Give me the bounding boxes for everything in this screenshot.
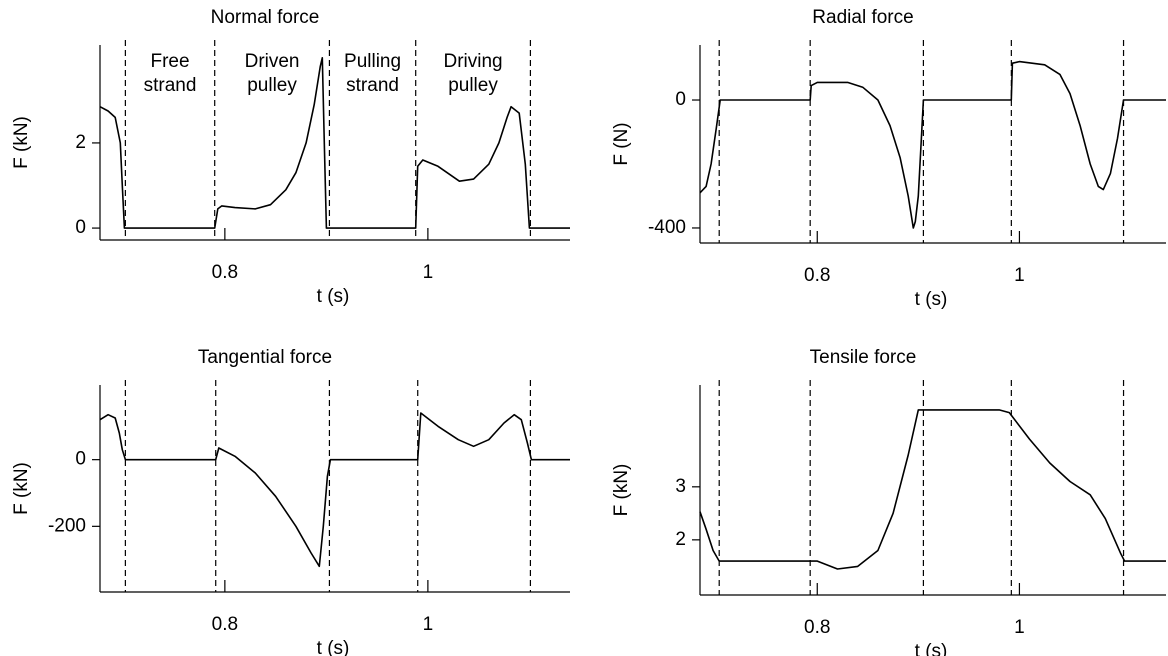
phase-label: Driving pulley bbox=[443, 51, 503, 96]
x-axis-label: t (s) bbox=[915, 289, 948, 310]
y-axis-label: F (kN) bbox=[11, 116, 32, 169]
x-axis-label: t (s) bbox=[915, 641, 948, 656]
phase-label: Pulling strand bbox=[344, 51, 402, 96]
x-tick-label: 0.8 bbox=[212, 614, 238, 635]
x-tick-label: 1 bbox=[1014, 265, 1025, 286]
phase-label: Free strand bbox=[143, 51, 197, 96]
y-tick-label: -200 bbox=[48, 515, 86, 536]
phase-label: Driven pulley bbox=[244, 51, 300, 96]
y-axis-label: F (N) bbox=[611, 122, 632, 165]
x-tick-label: 0.8 bbox=[804, 617, 830, 638]
y-tick-label: -400 bbox=[648, 217, 686, 238]
panel-title: Normal force bbox=[211, 7, 320, 28]
x-axis-label: t (s) bbox=[317, 638, 350, 656]
y-axis-label: F (kN) bbox=[611, 464, 632, 517]
x-tick-label: 1 bbox=[423, 262, 434, 283]
y-tick-label: 2 bbox=[75, 132, 86, 153]
y-tick-label: 0 bbox=[75, 449, 86, 470]
y-tick-label: 3 bbox=[675, 476, 686, 497]
x-axis-label: t (s) bbox=[317, 286, 350, 307]
y-tick-label: 0 bbox=[675, 89, 686, 110]
data-line bbox=[699, 409, 1166, 570]
panel-title: Tensile force bbox=[810, 347, 917, 368]
y-tick-label: 2 bbox=[675, 529, 686, 550]
data-line bbox=[99, 412, 570, 568]
panel-title: Radial force bbox=[812, 7, 913, 28]
x-tick-label: 1 bbox=[423, 614, 434, 635]
data-line bbox=[99, 57, 570, 229]
y-axis-label: F (kN) bbox=[11, 462, 32, 515]
x-tick-label: 1 bbox=[1014, 617, 1025, 638]
x-tick-label: 0.8 bbox=[212, 262, 238, 283]
y-tick-label: 0 bbox=[75, 217, 86, 238]
panel-title: Tangential force bbox=[198, 347, 332, 368]
x-tick-label: 0.8 bbox=[804, 265, 830, 286]
data-line bbox=[699, 60, 1166, 229]
